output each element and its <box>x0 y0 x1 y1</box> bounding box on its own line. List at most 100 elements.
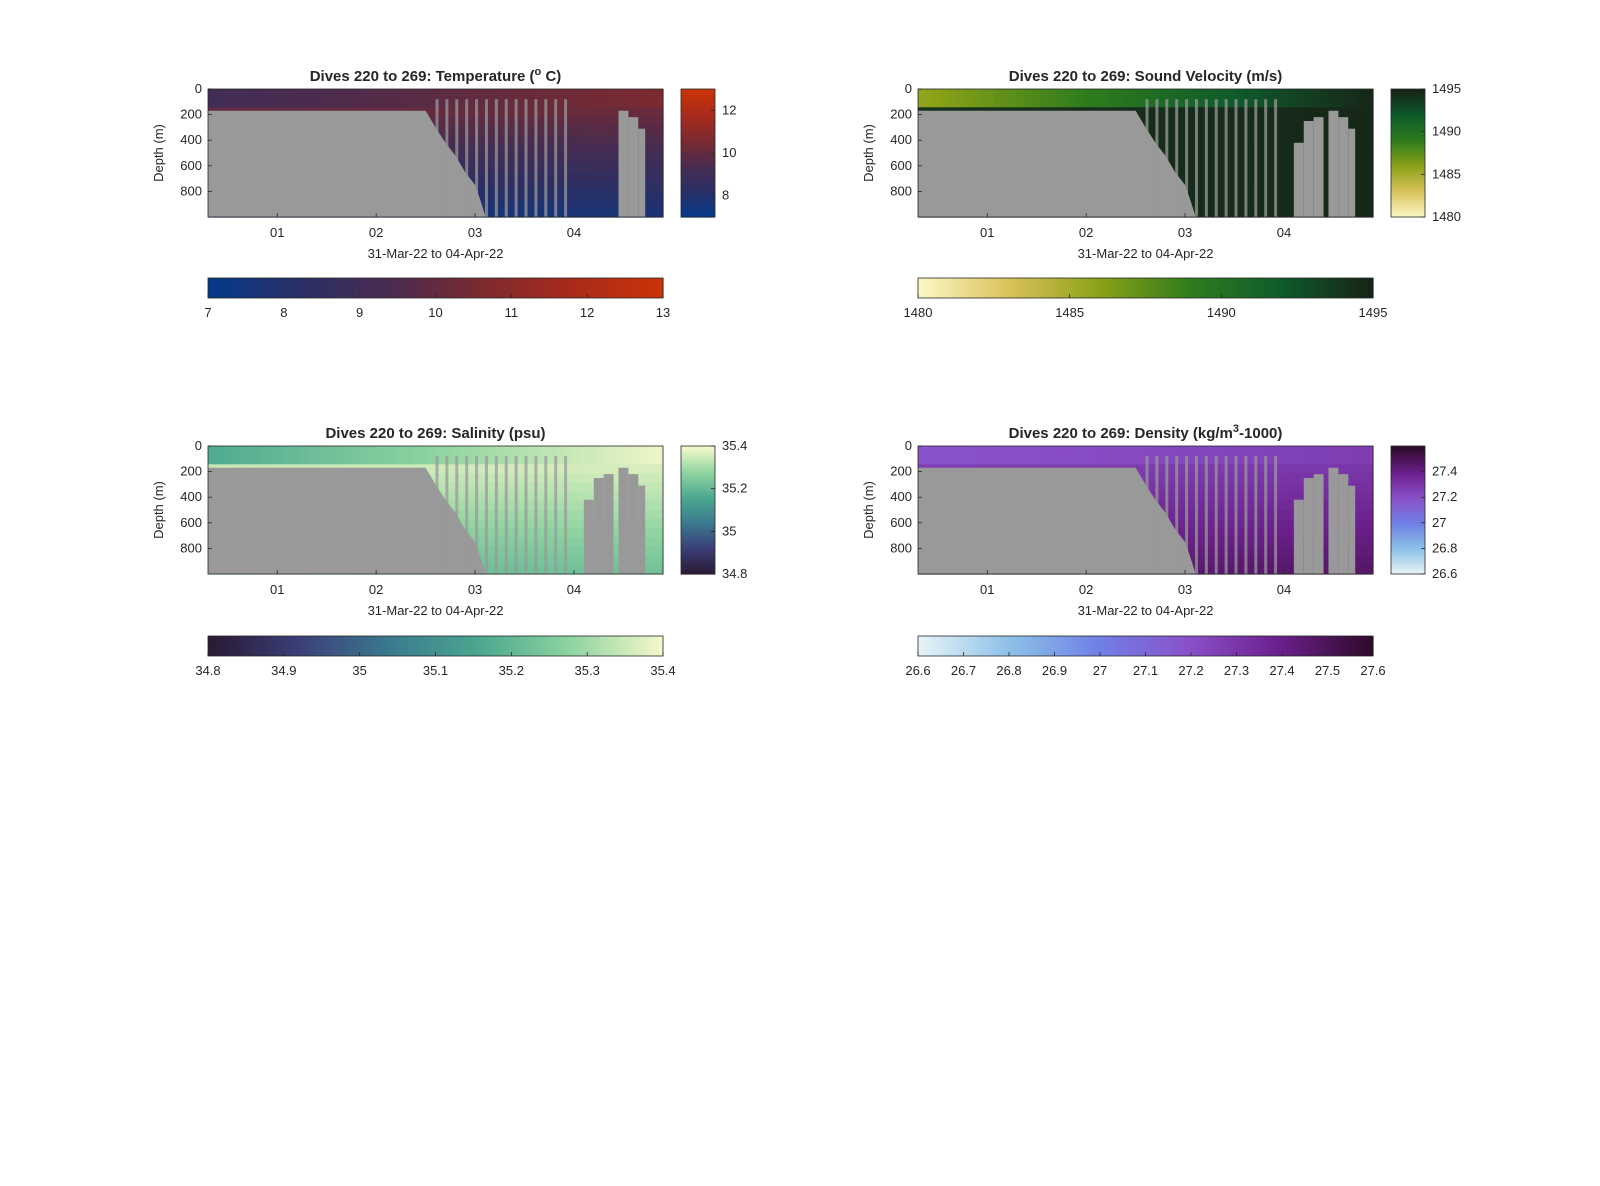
x-tick-label: 03 <box>468 225 482 240</box>
side-colorbar-cell <box>1391 482 1425 485</box>
bottom-colorbar-cell <box>644 278 650 298</box>
side-colorbar-cell <box>1391 460 1425 463</box>
data-cell <box>1282 153 1291 163</box>
data-cell <box>609 143 619 154</box>
data-cell <box>473 446 482 456</box>
data-cell <box>299 89 308 99</box>
side-colorbar-cell <box>1391 478 1425 481</box>
dive-gap-stripe <box>445 99 449 217</box>
data-cell <box>283 98 293 108</box>
bottom-colorbar-cell <box>244 636 250 656</box>
data-cell <box>1244 125 1253 136</box>
data-cell <box>458 162 467 172</box>
side-colorbar-cell <box>1391 462 1425 465</box>
data-cell <box>1198 519 1207 529</box>
dive-gap-stripe <box>455 99 459 217</box>
data-cell <box>1282 446 1291 456</box>
data-cell <box>299 455 308 465</box>
data-cell <box>655 89 664 99</box>
bottom-colorbar-cell <box>299 636 305 656</box>
data-cell <box>488 162 497 172</box>
data-cell <box>1319 116 1329 127</box>
data-cell <box>1062 446 1071 456</box>
bottom-colorbar-cell <box>1332 636 1338 656</box>
data-cell <box>443 89 452 99</box>
data-cell <box>655 153 664 163</box>
data-cell <box>602 153 611 163</box>
data-cell <box>609 500 619 511</box>
data-cell <box>1266 107 1276 118</box>
bottom-colorbar-cell <box>371 278 377 298</box>
data-cell <box>1228 546 1238 557</box>
data-cell <box>1228 528 1238 539</box>
data-cell <box>1244 198 1253 209</box>
bottom-colorbar-cell <box>1222 278 1228 298</box>
data-cell <box>1289 546 1298 557</box>
y-tick-label: 800 <box>180 540 202 555</box>
bottom-colorbar-cell <box>212 636 218 656</box>
data-cell <box>564 162 573 172</box>
data-cell <box>268 98 277 108</box>
missing-data-column <box>1293 142 1304 217</box>
data-cell <box>647 491 657 502</box>
data-cell <box>556 564 566 575</box>
dive-gap-stripe <box>1185 456 1189 574</box>
bottom-colorbar-cell <box>262 278 268 298</box>
bottom-colorbar-tick-label: 10 <box>428 305 442 320</box>
bottom-colorbar-cell <box>294 636 300 656</box>
bottom-colorbar-cell <box>1250 636 1256 656</box>
data-cell <box>435 107 444 118</box>
bottom-colorbar-cell <box>990 636 996 656</box>
data-cell <box>655 455 664 465</box>
data-cell <box>632 446 641 456</box>
side-colorbar-cell <box>681 191 715 194</box>
data-cell <box>594 207 603 218</box>
data-cell <box>556 125 566 136</box>
data-cell <box>549 519 558 529</box>
data-cell <box>1069 455 1078 465</box>
side-colorbar-cell <box>681 550 715 553</box>
data-cell <box>534 537 543 548</box>
data-cell <box>458 153 467 163</box>
data-cell <box>1206 510 1215 520</box>
data-cell <box>1244 153 1253 163</box>
data-cell <box>564 564 573 575</box>
data-cell <box>1236 198 1245 209</box>
data-cell <box>1137 98 1147 108</box>
data-cell <box>1244 482 1253 493</box>
data-cell <box>1289 473 1298 484</box>
side-colorbar-cell <box>1391 167 1425 170</box>
side-colorbar-cell <box>681 488 715 491</box>
data-cell <box>1357 482 1367 493</box>
data-cell <box>359 446 368 456</box>
side-colorbar-cell <box>1391 135 1425 138</box>
data-cell <box>655 482 664 493</box>
bottom-colorbar-cell <box>1227 636 1233 656</box>
data-cell <box>526 446 535 456</box>
data-cell <box>1054 455 1063 465</box>
bottom-colorbar-cell <box>1200 278 1206 298</box>
bottom-colorbar-cell <box>968 636 974 656</box>
side-colorbar-cell <box>681 145 715 148</box>
data-cell <box>1198 546 1207 557</box>
bottom-colorbar-cell <box>1191 636 1197 656</box>
bottom-colorbar-cell <box>1009 636 1015 656</box>
bottom-colorbar-cell <box>622 278 628 298</box>
data-cell <box>1282 189 1291 200</box>
bottom-colorbar-cell <box>640 278 646 298</box>
data-cell <box>1175 143 1185 154</box>
data-cell <box>564 171 573 182</box>
data-cell <box>564 98 573 108</box>
bottom-colorbar-cell <box>958 278 965 298</box>
data-cell <box>1304 98 1313 108</box>
side-colorbar-cell <box>1391 99 1425 102</box>
bottom-colorbar-cell <box>535 636 541 656</box>
data-cell <box>617 89 626 99</box>
data-cell <box>1122 89 1131 99</box>
missing-data-column <box>593 478 604 574</box>
data-cell <box>594 189 603 200</box>
data-cell <box>1297 134 1306 145</box>
data-cell <box>594 98 603 108</box>
bottom-colorbar-cell <box>235 636 241 656</box>
data-cell <box>1228 564 1238 575</box>
